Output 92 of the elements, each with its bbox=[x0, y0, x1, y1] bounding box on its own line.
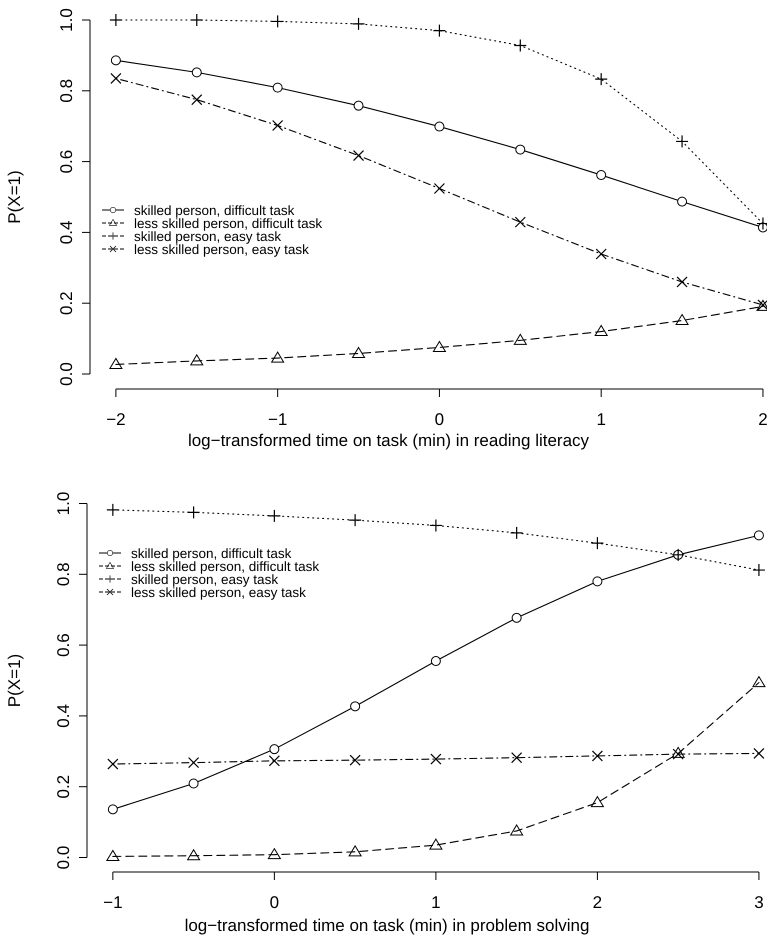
point bbox=[109, 358, 122, 369]
y-tick-label: 0.2 bbox=[57, 291, 76, 316]
x-tick-label: 1 bbox=[596, 410, 606, 429]
x-tick-label: 1 bbox=[431, 893, 441, 912]
point bbox=[514, 334, 527, 345]
point bbox=[106, 850, 120, 861]
point bbox=[348, 514, 362, 527]
point bbox=[596, 248, 607, 260]
point bbox=[108, 804, 118, 814]
point bbox=[272, 120, 284, 132]
point bbox=[272, 82, 283, 93]
point bbox=[429, 838, 442, 850]
point bbox=[514, 216, 526, 228]
point bbox=[510, 824, 524, 836]
point bbox=[188, 757, 200, 768]
point bbox=[753, 748, 765, 760]
point bbox=[430, 656, 441, 666]
point bbox=[675, 134, 689, 148]
point bbox=[110, 55, 121, 66]
y-tick-label: 0.8 bbox=[57, 78, 76, 103]
x-tick-label: 2 bbox=[758, 410, 767, 429]
point bbox=[106, 503, 120, 516]
x-axis-title: log−transformed time on task (min) in reading literacy bbox=[188, 431, 590, 450]
x-tick-label: 3 bbox=[754, 893, 764, 912]
point bbox=[752, 676, 766, 688]
point bbox=[432, 24, 446, 38]
point bbox=[109, 13, 122, 27]
point bbox=[590, 536, 604, 550]
point bbox=[350, 754, 361, 766]
y-tick-label: 0.2 bbox=[54, 774, 73, 799]
point bbox=[677, 196, 688, 207]
y-tick-label: 1.0 bbox=[54, 492, 73, 516]
point bbox=[434, 182, 446, 194]
y-tick-label: 0.4 bbox=[54, 704, 73, 728]
point bbox=[107, 758, 118, 770]
point bbox=[514, 38, 527, 52]
point bbox=[752, 563, 766, 577]
point bbox=[348, 845, 362, 856]
point bbox=[269, 744, 280, 754]
x-tick-label: 0 bbox=[270, 893, 280, 912]
point bbox=[190, 354, 204, 366]
point bbox=[352, 346, 366, 358]
point bbox=[510, 526, 524, 540]
point bbox=[512, 612, 522, 623]
point bbox=[268, 848, 281, 860]
y-tick-label: 0.4 bbox=[57, 220, 76, 244]
x-tick-label: −2 bbox=[106, 410, 126, 429]
point bbox=[190, 13, 204, 27]
point bbox=[430, 753, 442, 765]
point bbox=[594, 325, 608, 336]
y-tick-label: 0.6 bbox=[57, 150, 76, 174]
point bbox=[596, 170, 606, 180]
legend-label: skilled person, difficult task bbox=[134, 203, 295, 218]
point bbox=[590, 796, 604, 808]
point bbox=[271, 14, 284, 28]
x-tick-label: −1 bbox=[103, 893, 123, 912]
x-axis-title: log−transformed time on task (min) in problem solving bbox=[184, 916, 590, 935]
point bbox=[271, 352, 284, 363]
point bbox=[676, 276, 688, 288]
x-tick-label: 2 bbox=[592, 893, 602, 912]
y-tick-label: 1.0 bbox=[57, 8, 76, 32]
y-axis-title: P(X=1) bbox=[5, 170, 24, 224]
legend-label: skilled person, difficult task bbox=[131, 546, 292, 561]
x-tick-label: −1 bbox=[268, 410, 288, 429]
point bbox=[352, 150, 364, 162]
point bbox=[594, 72, 608, 86]
point bbox=[592, 750, 604, 762]
y-tick-label: 0.0 bbox=[57, 362, 76, 386]
point bbox=[434, 122, 444, 132]
y-tick-label: 0.0 bbox=[54, 846, 73, 870]
point bbox=[754, 530, 764, 540]
point bbox=[432, 340, 446, 352]
point bbox=[515, 144, 526, 155]
point bbox=[354, 100, 364, 111]
y-tick-label: 0.8 bbox=[54, 562, 73, 586]
point bbox=[187, 849, 200, 860]
point bbox=[110, 72, 122, 84]
x-tick-label: 0 bbox=[434, 410, 444, 429]
point bbox=[352, 17, 366, 30]
point bbox=[592, 576, 602, 586]
point bbox=[268, 755, 280, 766]
y-axis-title: P(X=1) bbox=[5, 654, 24, 708]
point bbox=[676, 314, 689, 326]
point bbox=[188, 778, 199, 789]
point bbox=[268, 509, 281, 522]
y-tick-label: 0.6 bbox=[54, 633, 73, 657]
point bbox=[429, 518, 442, 532]
point bbox=[187, 506, 200, 519]
point bbox=[191, 94, 202, 106]
point bbox=[350, 701, 360, 712]
point bbox=[192, 67, 202, 78]
point bbox=[511, 752, 522, 764]
